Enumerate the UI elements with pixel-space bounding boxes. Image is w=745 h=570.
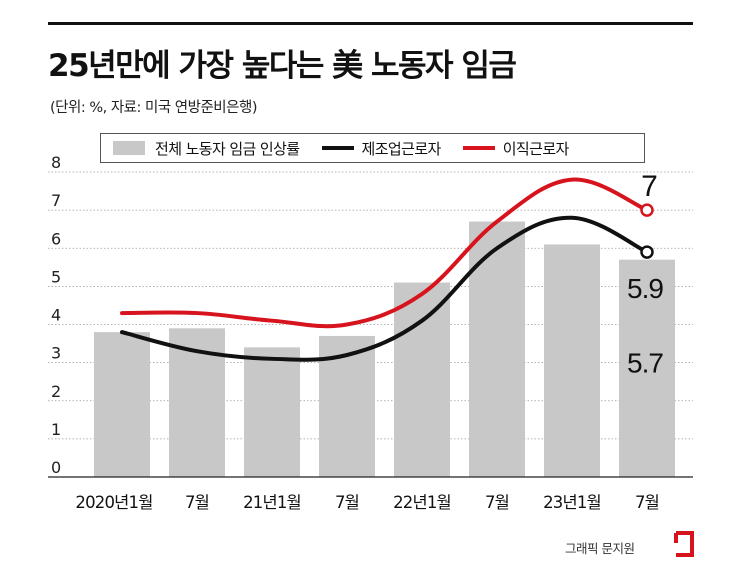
x-tick-label: 21년1월 bbox=[243, 493, 301, 512]
series-line-manufacturing-end-marker bbox=[640, 245, 654, 259]
bar bbox=[469, 221, 525, 477]
legend-red-label: 이직근로자 bbox=[502, 139, 570, 158]
bar bbox=[94, 332, 150, 477]
x-tick-label: 2020년1월 bbox=[75, 493, 152, 512]
y-tick-label: 4 bbox=[51, 306, 61, 325]
chart-subtitle: (단위: %, 자료: 미국 연방준비은행) bbox=[50, 100, 258, 116]
legend-red-swatch bbox=[462, 146, 495, 150]
y-tick-label: 6 bbox=[51, 229, 61, 248]
legend-bar-swatch bbox=[113, 141, 145, 155]
data-label: 5.7 bbox=[627, 348, 663, 379]
y-tick-label: 7 bbox=[51, 191, 61, 210]
legend-item-black: 제조업근로자 bbox=[300, 138, 441, 159]
legend: 전체 노동자 임금 인상률 제조업근로자 이직근로자 bbox=[100, 133, 645, 163]
data-label: 5.9 bbox=[627, 273, 663, 304]
x-tick-label: 7월 bbox=[485, 493, 509, 512]
legend-black-swatch bbox=[321, 146, 354, 150]
legend-item-bar: 전체 노동자 임금 인상률 bbox=[101, 138, 300, 159]
bar bbox=[619, 259, 675, 477]
bar bbox=[394, 282, 450, 477]
x-tick-label: 23년1월 bbox=[543, 493, 601, 512]
y-tick-label: 8 bbox=[51, 153, 61, 172]
y-tick-label: 1 bbox=[51, 420, 61, 439]
data-label: 7 bbox=[641, 170, 657, 203]
series-line-job-switchers-end-marker bbox=[640, 203, 654, 217]
series-line-manufacturing bbox=[120, 215, 649, 362]
y-tick-label: 0 bbox=[51, 458, 61, 477]
x-tick-label: 7월 bbox=[635, 493, 659, 512]
series-line-job-switchers bbox=[120, 177, 649, 329]
x-tick-label: 7월 bbox=[335, 493, 359, 512]
legend-item-red: 이직근로자 bbox=[441, 138, 569, 159]
legend-bar-label: 전체 노동자 임금 인상률 bbox=[155, 139, 300, 158]
bar bbox=[544, 244, 600, 477]
legend-black-label: 제조업근로자 bbox=[361, 139, 442, 158]
y-tick-label: 2 bbox=[51, 382, 61, 401]
x-tick-label: 7월 bbox=[185, 493, 209, 512]
y-tick-label: 3 bbox=[51, 344, 61, 363]
top-rule bbox=[48, 22, 693, 25]
bar bbox=[244, 347, 300, 477]
credit-text: 그래픽 문지원 bbox=[565, 541, 635, 556]
x-tick-label: 22년1월 bbox=[393, 493, 451, 512]
publisher-logo-icon bbox=[674, 531, 694, 557]
chart-title: 25년만에 가장 높다는 美 노동자 임금 bbox=[48, 48, 517, 84]
y-tick-label: 5 bbox=[51, 267, 61, 286]
